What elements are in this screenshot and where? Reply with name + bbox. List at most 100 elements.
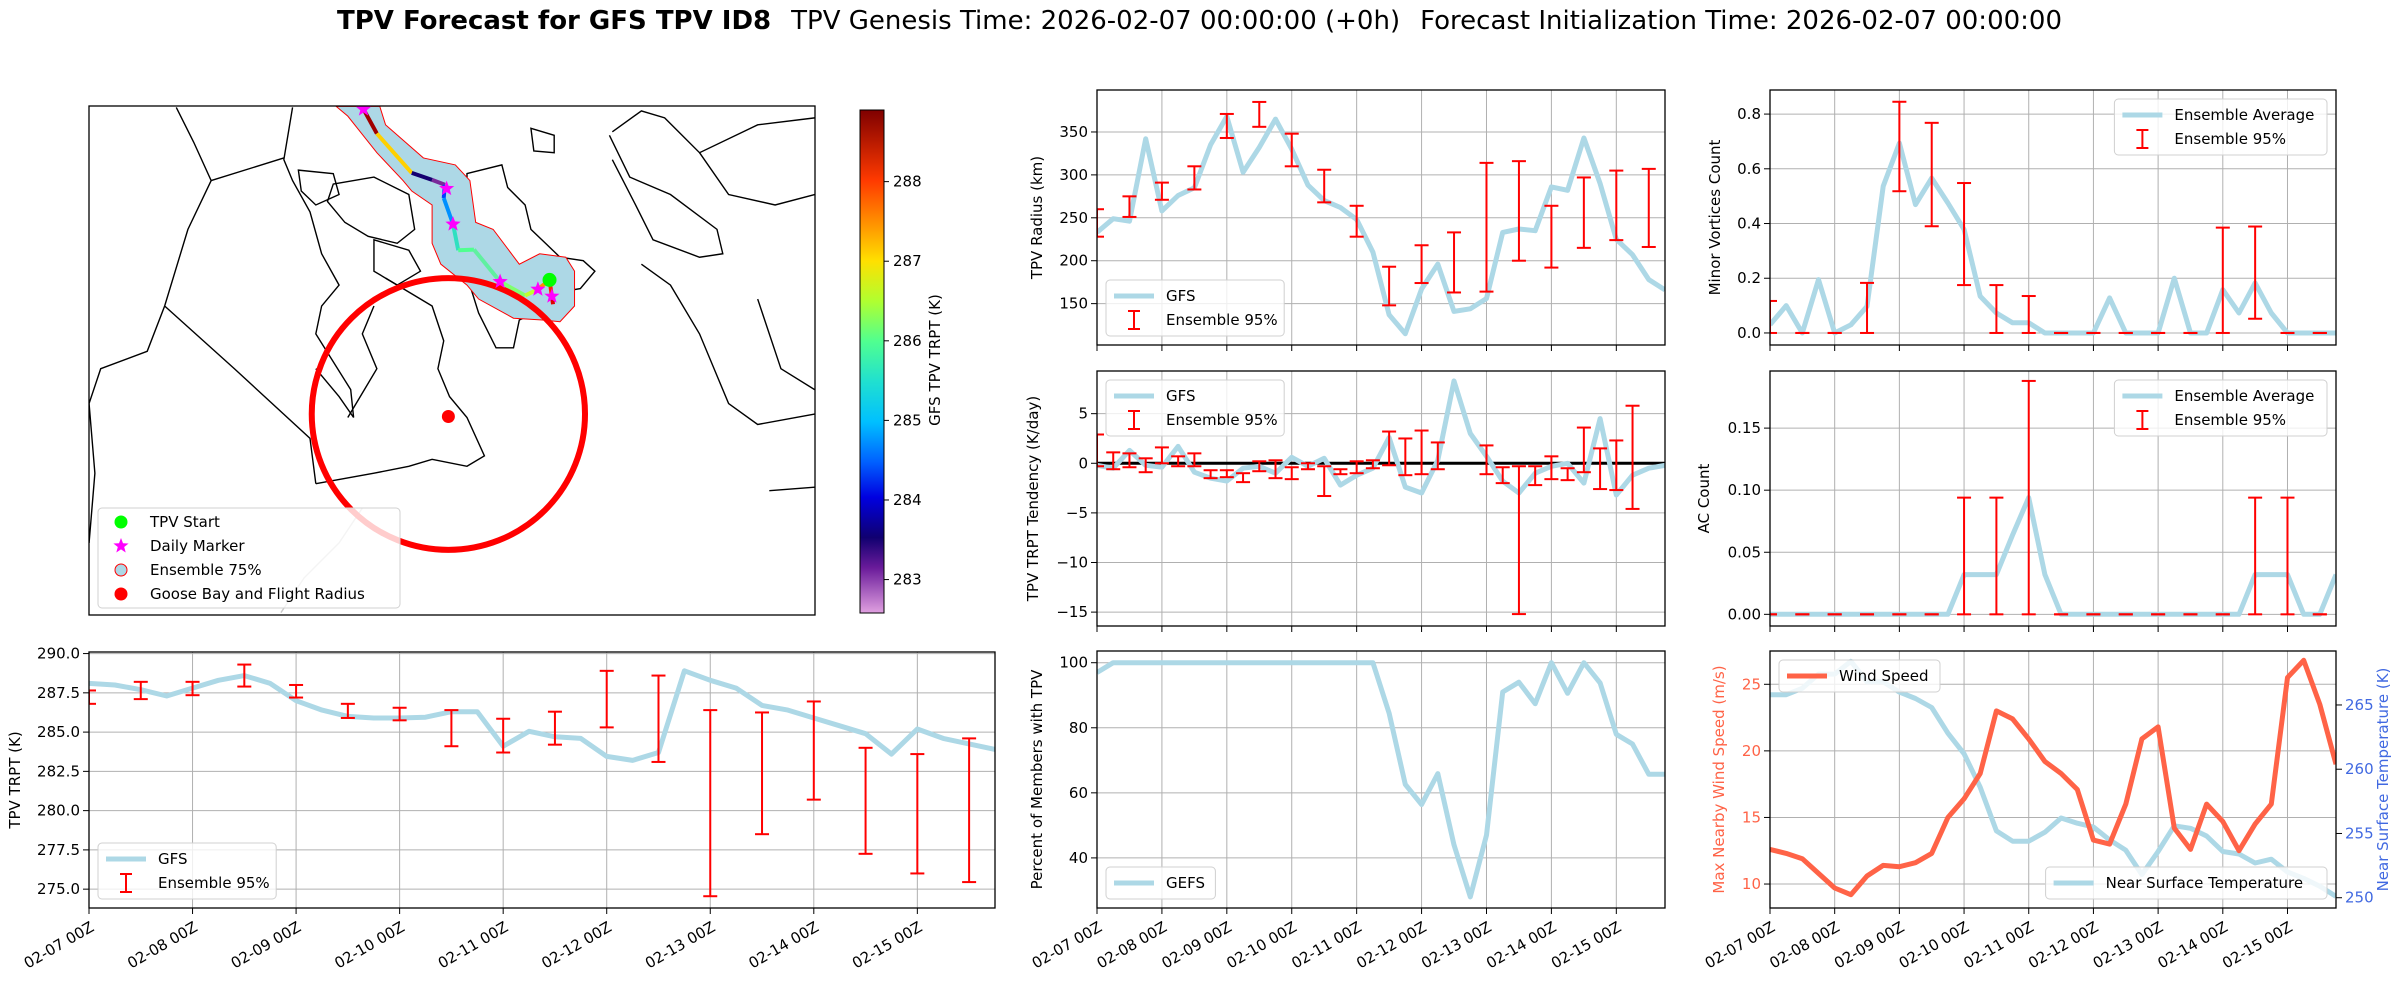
axes-frame <box>1096 650 1666 909</box>
error-bar <box>2021 295 2036 334</box>
flight-radius-circle <box>312 278 585 550</box>
error-bar <box>185 680 200 697</box>
track-segment <box>474 250 500 282</box>
legend: Near Surface Temperature <box>2045 866 2328 900</box>
error-bar <box>1609 169 1624 242</box>
error-bar <box>133 680 148 701</box>
error-bar <box>1770 299 1777 334</box>
y-tick-label: 5 <box>1078 405 1088 423</box>
error-bar <box>1957 496 1972 616</box>
y-tick-label: 15 <box>1742 808 1761 826</box>
y-tick-label: 300 <box>1059 166 1088 184</box>
error-bar <box>340 702 355 719</box>
error-bar <box>1106 451 1121 471</box>
x-tick-label: 02-11 00Z <box>435 918 511 972</box>
y-tick-label: −5 <box>1066 504 1088 522</box>
map-legend-frame <box>97 507 401 609</box>
colorbar-tick-label: 285 <box>893 411 922 429</box>
series-line <box>1097 660 1665 900</box>
legend-frame <box>1105 866 1216 900</box>
y-tick-label: 0.0 <box>1737 324 1761 342</box>
error-bar <box>1187 165 1202 191</box>
y-tick-label: 282.5 <box>37 762 80 780</box>
axes-frame <box>1769 650 2337 909</box>
error-bar <box>1414 244 1429 285</box>
y-tick-label: 40 <box>1069 849 1088 867</box>
panel-radius: 150 200 250 300 350 TPV Radius (km) GFS Ensembl… <box>1028 89 1666 351</box>
x-tick-label: 02-07 00Z <box>21 918 97 972</box>
y-axis-label: AC Count <box>1695 463 1713 533</box>
legend: Ensemble Average Ensemble 95% <box>2113 98 2328 156</box>
error-bar <box>1219 112 1234 139</box>
error-bar <box>1495 466 1510 485</box>
error-bar <box>1284 466 1299 481</box>
plot-area <box>1770 657 2336 899</box>
error-bar <box>1268 459 1283 480</box>
tpv-start-marker <box>542 272 557 287</box>
error-bar <box>858 746 873 855</box>
plot-area <box>1097 100 1665 337</box>
legend-label: Ensemble 95% <box>2174 411 2286 429</box>
x-tick-label: 02-14 00Z <box>1483 918 1559 972</box>
plot-area <box>89 663 995 898</box>
legend: GFS Ensemble 95% <box>1105 379 1285 437</box>
error-bar <box>1576 426 1591 474</box>
error-bar <box>1154 181 1169 201</box>
error-bar <box>1171 455 1186 468</box>
y-axis-label: Minor Vortices Count <box>1706 139 1724 295</box>
error-bar <box>289 683 304 699</box>
plot-area <box>1770 100 2336 336</box>
track-segment <box>432 180 445 185</box>
error-bar <box>1252 100 1267 128</box>
legend-label: Ensemble Average <box>2174 106 2314 124</box>
y-tick-label: 350 <box>1059 123 1088 141</box>
error-bar <box>1382 265 1397 307</box>
error-bar <box>1097 208 1104 238</box>
y-tick-label: 0.8 <box>1737 105 1761 123</box>
error-bar <box>444 709 459 748</box>
error-bar <box>1122 452 1137 469</box>
x-tick-label: 02-14 00Z <box>2154 918 2230 972</box>
y-tick-label: 25 <box>1742 675 1761 693</box>
error-bar <box>1528 465 1543 487</box>
figure-title: TPV Forecast for GFS TPV ID8 TPV Genesis … <box>0 6 2399 36</box>
y-tick-label: 277.5 <box>37 841 80 859</box>
legend: Ensemble Average Ensemble 95% <box>2113 379 2328 437</box>
error-bar <box>703 709 718 898</box>
error-bar <box>1300 462 1315 471</box>
error-bar <box>1511 465 1526 616</box>
y2-tick-label: 260 <box>2345 760 2374 778</box>
legend-label: GFS <box>1166 387 1196 405</box>
error-bar <box>1284 132 1299 168</box>
track-segment <box>453 224 458 250</box>
daily-marker-star-icon <box>530 281 546 296</box>
y-tick-label: 200 <box>1059 252 1088 270</box>
error-bar <box>2021 379 2036 616</box>
x-tick-label: 02-10 00Z <box>331 918 407 972</box>
y-tick-label: 0.00 <box>1728 605 1761 623</box>
error-bar <box>962 737 977 884</box>
plot-area <box>1770 379 2336 617</box>
error-bar <box>1236 472 1251 484</box>
error-bar <box>1252 460 1267 473</box>
series-line <box>89 668 995 763</box>
colorbar-label: GFS TPV TRPT (K) <box>926 294 944 426</box>
legend-label: Ensemble 95% <box>158 874 270 892</box>
x-tick-label: 02-08 00Z <box>124 918 200 972</box>
title-init-time: Forecast Initialization Time: 2026-02-07… <box>1420 6 2062 36</box>
x-tick-label: 02-07 00Z <box>1029 918 1105 972</box>
error-bar <box>651 674 666 763</box>
colorbar-tick-label: 286 <box>893 332 922 350</box>
y2-axis-label: Near Surface Temperature (K) <box>2374 668 2392 892</box>
x-tick-label: 02-09 00Z <box>1159 918 1235 972</box>
error-bar <box>1382 430 1397 467</box>
error-bar <box>1414 429 1429 476</box>
colorbar: 283 284 285 286 287 288 GFS TPV TRPT (K) <box>859 109 944 614</box>
legend-daily-marker-icon <box>113 538 129 553</box>
error-bar <box>806 700 821 801</box>
x-tick-label: 02-15 00Z <box>2219 918 2295 972</box>
map-legend: TPV Start Daily Marker Ensemble 75% Goose B… <box>97 507 401 609</box>
x-tick-label: 02-09 00Z <box>228 918 304 972</box>
